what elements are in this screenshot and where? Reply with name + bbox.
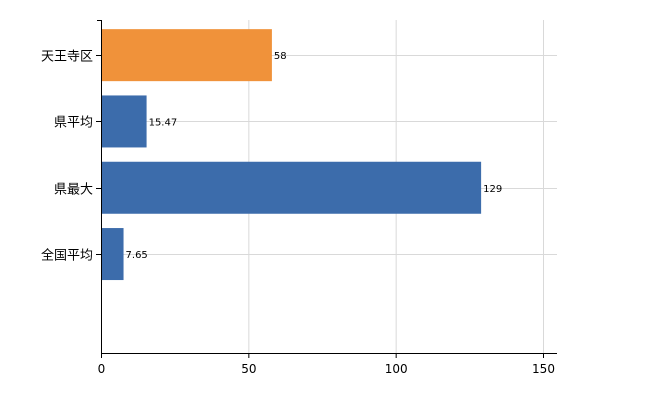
bar-1	[102, 95, 147, 148]
category-label-1: 県平均	[54, 116, 93, 131]
x-tick-label-1: 50	[241, 362, 256, 376]
bar-0	[102, 29, 272, 82]
category-label-2: 県最大	[54, 183, 93, 198]
axis-layer	[96, 20, 557, 358]
x-tick-label-0: 0	[98, 362, 106, 376]
data-label-1: 15.47	[149, 117, 178, 128]
data-label-3: 7.65	[126, 250, 148, 261]
bar-2	[102, 161, 482, 214]
category-label-3: 全国平均	[41, 248, 93, 264]
bar-3	[102, 228, 124, 281]
x-tick-label-3: 150	[532, 362, 555, 376]
data-label-2: 129	[483, 184, 502, 195]
category-label-0: 天王寺区	[41, 50, 93, 65]
x-tick-label-2: 100	[385, 362, 408, 376]
data-label-0: 58	[274, 51, 287, 62]
bar-layer	[102, 29, 482, 281]
